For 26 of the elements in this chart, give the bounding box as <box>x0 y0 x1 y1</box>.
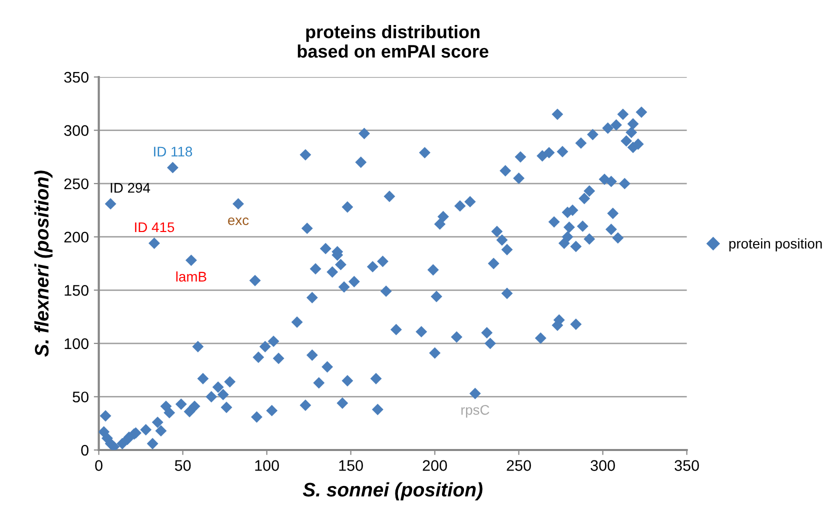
y-tick-label: 250 <box>64 178 88 190</box>
x-tick-label: 250 <box>506 460 531 471</box>
legend-label: protein position <box>729 238 822 252</box>
y-axis-title: S. flexneri (position) <box>34 170 52 357</box>
chart-title: proteins distribution based on emPAI score <box>298 25 488 58</box>
annotation: exc <box>228 218 249 226</box>
annotation: lamB <box>176 271 206 282</box>
y-tick-label: 150 <box>64 285 88 296</box>
annotation: rpsC <box>461 404 490 418</box>
y-tick-label: 50 <box>72 392 88 402</box>
y-tick-label: 350 <box>64 72 88 83</box>
x-tick-label: 150 <box>339 460 363 471</box>
x-axis-title: S. sonnei (position) <box>302 482 482 500</box>
y-tick-label: 200 <box>64 232 88 243</box>
x-tick-label: 200 <box>422 460 447 471</box>
x-tick-label: 300 <box>590 460 615 471</box>
y-tick-label: 300 <box>64 125 88 136</box>
x-tick-label: 0 <box>95 460 102 471</box>
x-tick-label: 50 <box>174 460 191 471</box>
annotation: ID 118 <box>154 146 192 157</box>
y-tick-label: 100 <box>64 338 88 350</box>
annotation: ID 294 <box>110 182 150 193</box>
x-tick-label: 350 <box>674 460 699 471</box>
x-tick-label: 100 <box>255 460 279 471</box>
y-tick-label: 0 <box>81 444 88 456</box>
annotation: ID 415 <box>135 222 174 232</box>
